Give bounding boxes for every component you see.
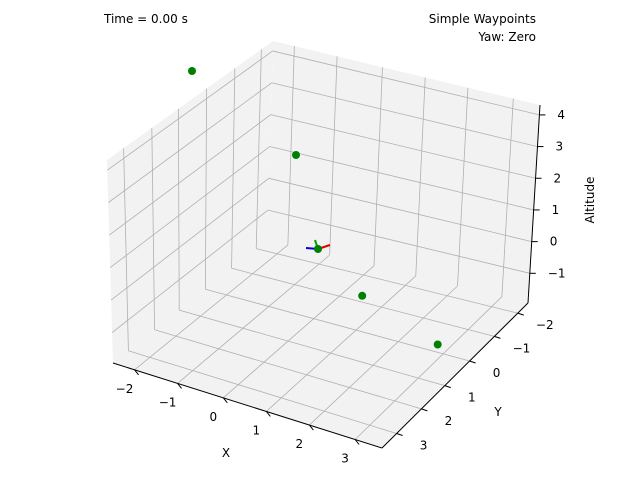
grid-line-z-back	[269, 146, 534, 211]
z-tick-label: 2	[554, 171, 562, 185]
y-tick-mark	[517, 312, 524, 316]
title-block: Simple Waypoints Yaw: Zero	[429, 10, 536, 46]
axis-labels: X Y Altitude	[222, 177, 597, 460]
grid-line-z-back	[268, 177, 532, 243]
y-tick-label: 3	[420, 439, 428, 453]
y-axis-label: Y	[493, 405, 502, 419]
grid-line-z-side	[111, 209, 269, 333]
grid-line-z-back	[267, 209, 530, 274]
z-axis-label: Altitude	[583, 177, 597, 224]
x-axis-label: X	[222, 446, 230, 460]
grid-line-x-wall	[373, 67, 383, 266]
z-tick-label: 3	[555, 140, 563, 154]
grid-line-x-floor	[134, 244, 289, 371]
grid-line-z-side	[108, 82, 272, 203]
y-tick-mark	[396, 433, 403, 436]
x-tick-label: 0	[209, 410, 217, 424]
axis-panes	[107, 41, 540, 448]
grid-line-x-wall	[287, 46, 295, 246]
z-tick-label: 0	[550, 235, 558, 249]
grid-line-z-back	[270, 114, 536, 179]
y-tick-mark	[421, 408, 428, 412]
grid-line-x-floor	[266, 275, 417, 412]
grid-line-x-floor	[223, 265, 375, 399]
time-label: Time = 0.00 s	[104, 12, 188, 26]
grid-line-y-floor	[231, 267, 495, 337]
grid-line-y-wall	[205, 88, 207, 290]
grid-line-x-wall	[415, 77, 426, 276]
grid-line-z-side	[108, 114, 272, 236]
grid-line-z-side	[107, 50, 273, 171]
grid-line-x-wall	[501, 98, 514, 297]
y-tick-mark	[494, 335, 501, 339]
z-tick-label: 4	[557, 108, 565, 122]
waypoint-marker	[292, 151, 300, 159]
waypoint-marker	[314, 245, 322, 253]
x-tick-label: 3	[341, 452, 349, 466]
grid-line-x-floor	[354, 296, 503, 440]
y-tick-label: 1	[468, 391, 476, 405]
x-tick-mark	[354, 439, 360, 445]
grid-line-y-wall	[177, 108, 180, 311]
grid-line-x-wall	[329, 56, 338, 256]
x-tick-mark	[265, 411, 271, 417]
back-pane-yz	[107, 41, 273, 363]
tick-labels: −2 −1 0 1 2 3 3 2 1 0 −1 −2 −1 0 1 2 3 4	[116, 108, 566, 466]
x-tick-mark	[308, 424, 314, 431]
y-tick-label: 0	[493, 366, 501, 380]
x-tick-label: −2	[116, 382, 134, 396]
waypoint-marker	[358, 291, 367, 300]
grid-line-y-floor	[256, 248, 518, 314]
grid-line-y-floor	[205, 288, 470, 362]
grid-line-y-wall	[123, 148, 129, 351]
grid-line-y-wall	[231, 68, 236, 269]
y-tick-mark	[444, 385, 451, 389]
z-axis-line	[527, 104, 541, 304]
axis-lines	[112, 104, 541, 449]
grid-line-z-back	[271, 82, 538, 147]
grid-line-y-wall	[255, 49, 262, 249]
y-tick-label: −2	[536, 318, 554, 332]
grid-line-y-wall	[151, 127, 155, 330]
y-axis-line	[381, 302, 529, 449]
grid-line-y-floor	[154, 329, 422, 410]
chart-title: Simple Waypoints	[428, 12, 536, 26]
x-tick-label: 2	[296, 437, 304, 451]
grid-line-x-wall	[457, 87, 469, 287]
chart-subtitle: Yaw: Zero	[478, 30, 536, 44]
waypoint-markers	[188, 67, 442, 349]
z-tick-label: 1	[552, 203, 560, 217]
y-tick-label: −1	[513, 341, 531, 355]
x-tick-label: 1	[253, 423, 261, 437]
z-tick-label: −1	[548, 266, 566, 280]
grid-line-z-side	[109, 146, 271, 268]
y-tick-mark	[469, 360, 476, 364]
grid-line-x-floor	[309, 285, 458, 426]
x-axis-line	[112, 362, 383, 449]
grid-line-y-floor	[128, 350, 397, 434]
grid-lines	[107, 46, 540, 440]
tick-marks	[134, 114, 546, 445]
grid-line-y-floor	[179, 309, 445, 387]
y-tick-label: 2	[445, 414, 453, 428]
waypoint-marker	[188, 67, 196, 75]
grid-line-x-floor	[177, 254, 330, 384]
waypoint-marker	[433, 340, 442, 349]
x-tick-mark	[177, 383, 182, 389]
x-tick-mark	[222, 397, 228, 404]
x-tick-label: −1	[159, 395, 177, 409]
grid-line-z-back	[272, 50, 540, 116]
x-tick-mark	[134, 369, 139, 376]
grid-line-z-side	[110, 177, 270, 301]
